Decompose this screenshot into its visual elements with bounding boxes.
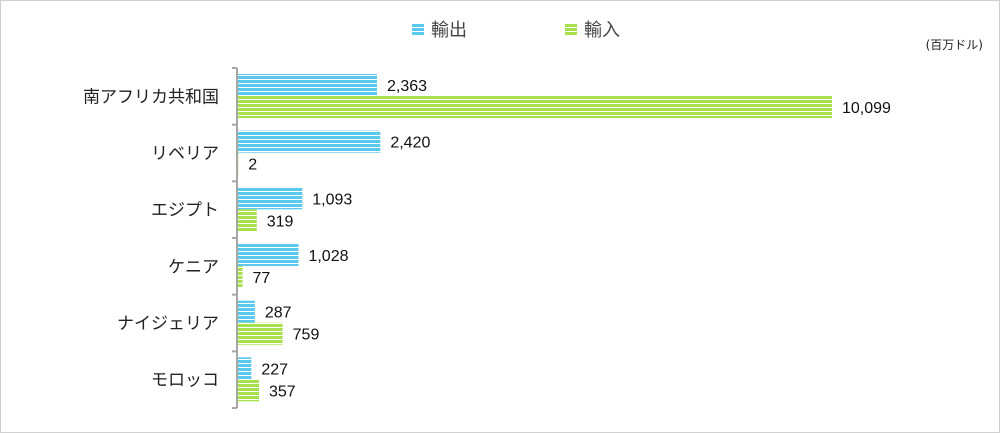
data-label: 1,093 bbox=[312, 191, 352, 208]
category-label: ナイジェリア bbox=[117, 314, 219, 334]
bar-exports bbox=[238, 357, 252, 380]
bar-imports bbox=[238, 209, 257, 232]
legend-swatch-imports bbox=[565, 23, 577, 35]
legend-swatch-exports bbox=[412, 23, 424, 35]
bar-exports bbox=[238, 187, 303, 210]
category-label: モロッコ bbox=[151, 371, 219, 391]
data-label: 357 bbox=[269, 383, 296, 400]
bar-exports bbox=[238, 130, 381, 153]
data-label: 10,099 bbox=[842, 100, 891, 117]
bar-imports bbox=[238, 379, 259, 402]
data-label: 77 bbox=[253, 270, 271, 287]
category-label: リベリア bbox=[151, 144, 219, 164]
data-label: 1,028 bbox=[308, 248, 348, 265]
data-label: 759 bbox=[293, 327, 320, 344]
bar-exports bbox=[238, 74, 377, 96]
data-label: 319 bbox=[267, 213, 294, 230]
bar-imports bbox=[238, 266, 243, 288]
data-label: 2 bbox=[248, 157, 257, 174]
data-label: 2,363 bbox=[387, 78, 427, 95]
bar-imports bbox=[238, 322, 283, 345]
bar-exports bbox=[238, 300, 255, 323]
category-label: エジプト bbox=[151, 201, 219, 221]
bars bbox=[238, 74, 832, 402]
unit-label: (百万ドル) bbox=[926, 38, 983, 52]
legend-label-exports: 輸出 bbox=[431, 20, 467, 41]
bar-imports bbox=[238, 96, 832, 118]
legend-label-imports: 輸入 bbox=[584, 20, 620, 41]
data-label: 227 bbox=[261, 361, 288, 378]
bar-exports bbox=[238, 244, 299, 266]
legend: 輸出 輸入 bbox=[412, 20, 620, 41]
category-axis bbox=[232, 67, 238, 409]
category-label: 南アフリカ共和国 bbox=[83, 87, 219, 107]
category-label: ケニア bbox=[168, 257, 219, 277]
data-label: 2,420 bbox=[390, 135, 430, 152]
data-label: 287 bbox=[265, 305, 292, 322]
